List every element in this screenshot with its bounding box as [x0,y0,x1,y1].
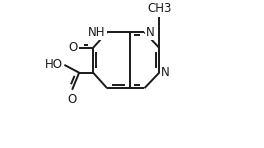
Text: O: O [68,93,77,106]
Text: N: N [161,66,169,79]
Text: HO: HO [45,58,63,71]
Text: O: O [68,41,78,54]
Text: N: N [146,26,155,39]
Text: NH: NH [88,26,106,39]
Text: CH3: CH3 [147,2,171,15]
